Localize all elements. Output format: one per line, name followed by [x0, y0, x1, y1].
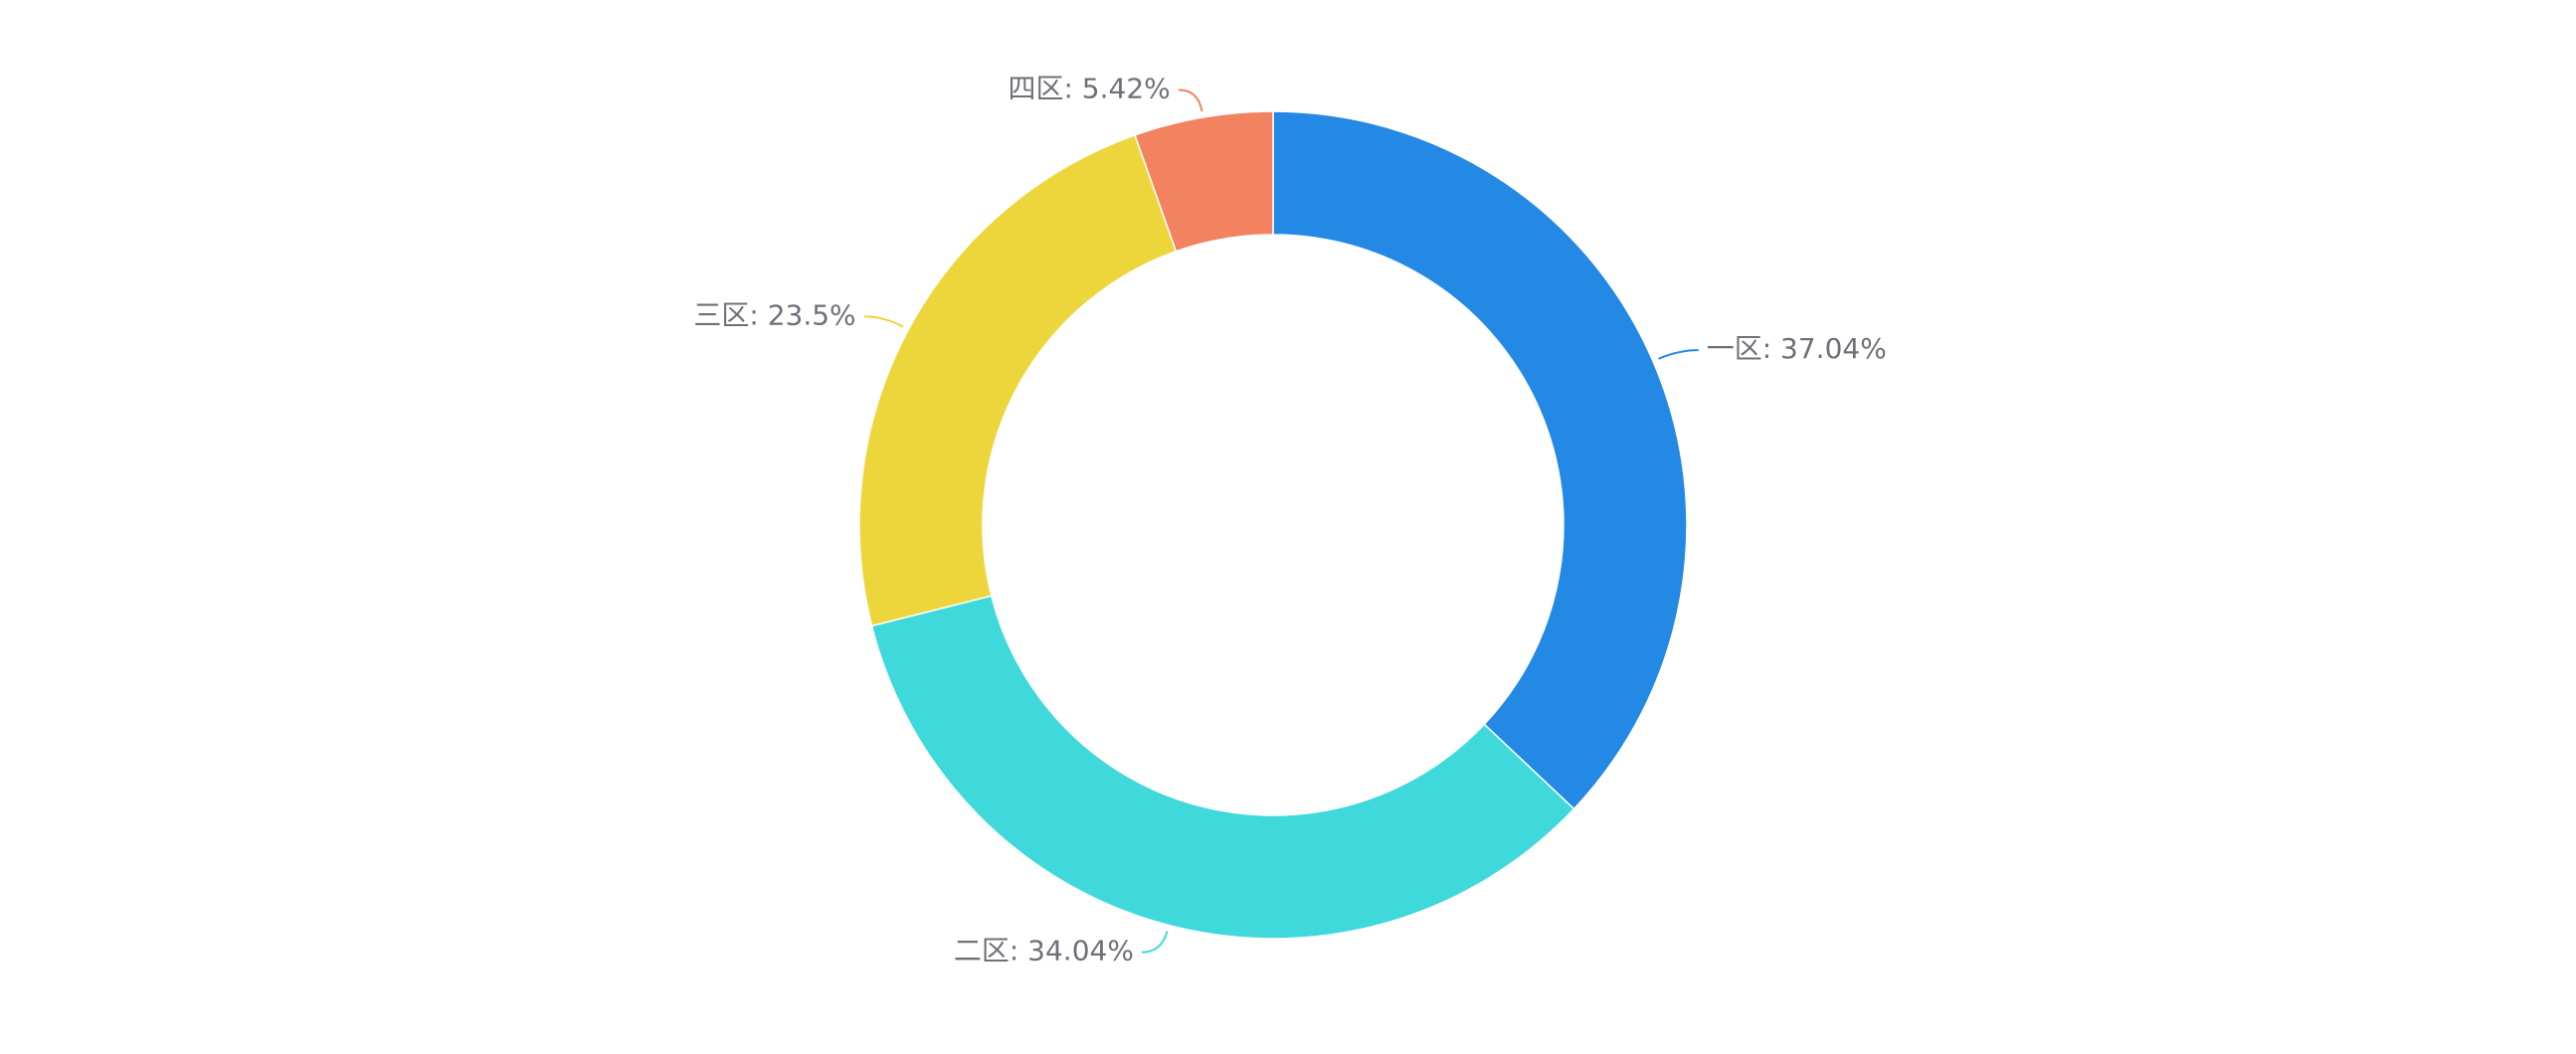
donut-slice-2[interactable] [870, 595, 1575, 940]
slice-label-4: 四区: 5.42% [1008, 72, 1170, 104]
slice-label-1: 一区: 37.04% [1707, 332, 1887, 365]
slice-label-2: 二区: 34.04% [954, 935, 1134, 967]
leader-line-2 [1141, 931, 1169, 954]
labels-layer: 一区: 37.04% 二区: 34.04% 三区: 23.5% 四区: 5.42% [693, 72, 1886, 966]
leader-line-4 [1178, 88, 1203, 112]
leader-line-1 [1658, 349, 1699, 360]
donut-slice-3[interactable] [858, 133, 1178, 627]
leader-line-3 [863, 315, 904, 328]
donut-slice-4[interactable] [1134, 110, 1274, 253]
slice-label-3: 三区: 23.5% [693, 298, 855, 331]
leader-lines-layer [863, 88, 1699, 954]
slices-layer [858, 110, 1688, 940]
donut-slice-1[interactable] [1272, 110, 1688, 810]
